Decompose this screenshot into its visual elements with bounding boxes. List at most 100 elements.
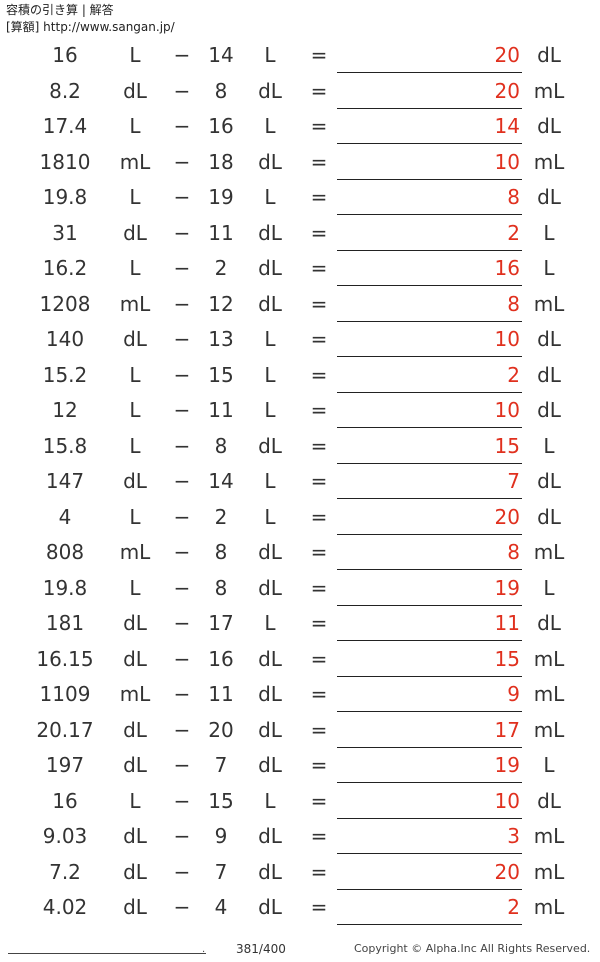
equals-sign: = bbox=[310, 646, 328, 671]
subtrahend-unit: L bbox=[264, 788, 276, 813]
minus-sign: − bbox=[173, 646, 191, 671]
answer-line bbox=[337, 782, 522, 783]
answer-unit: mL bbox=[533, 717, 565, 742]
minuend: 17.4 bbox=[42, 114, 88, 138]
minus-sign: − bbox=[173, 753, 191, 777]
answer: 9 bbox=[507, 682, 520, 706]
minuend: 147 bbox=[45, 469, 85, 493]
answer: 2 bbox=[507, 220, 520, 245]
answer: 15 bbox=[494, 646, 520, 671]
minus-sign: − bbox=[173, 717, 191, 742]
subtrahend: 12 bbox=[208, 291, 234, 316]
subtrahend: 17 bbox=[208, 611, 234, 635]
minuend-unit: dL bbox=[123, 646, 147, 671]
equals-sign: = bbox=[310, 78, 328, 103]
subtrahend: 15 bbox=[208, 362, 234, 387]
subtrahend: 9 bbox=[214, 824, 228, 848]
answer-line bbox=[337, 569, 522, 570]
equals-sign: = bbox=[310, 362, 328, 387]
problem-row: 20.17 dL −20 dL = 17 mL bbox=[0, 712, 600, 748]
subtrahend-unit: L bbox=[264, 114, 276, 138]
answer-line bbox=[337, 391, 522, 393]
problem-row: 31 dL −11 dL = 2 L bbox=[0, 215, 600, 251]
subtrahend-unit: dL bbox=[258, 433, 282, 458]
equals-sign: = bbox=[310, 398, 328, 422]
minuend: 140 bbox=[45, 327, 85, 351]
equals-sign: = bbox=[310, 256, 328, 280]
subtrahend: 14 bbox=[208, 469, 234, 493]
subtrahend-unit: L bbox=[264, 398, 276, 422]
minuend-unit: mL bbox=[119, 540, 151, 564]
subtrahend: 14 bbox=[208, 43, 234, 67]
minus-sign: − bbox=[173, 859, 191, 884]
answer-unit: dL bbox=[537, 611, 561, 635]
problem-row: 19.8 L −19 L = 8 dL bbox=[0, 179, 600, 215]
minuend-unit: L bbox=[129, 398, 141, 422]
subtrahend: 19 bbox=[208, 185, 234, 209]
subtrahend: 16 bbox=[208, 646, 234, 671]
problem-row: 808 mL −8 dL = 8 mL bbox=[0, 534, 600, 570]
answer-unit: dL bbox=[537, 43, 561, 67]
answer: 20 bbox=[494, 504, 520, 529]
equals-sign: = bbox=[310, 540, 328, 564]
subtrahend-unit: dL bbox=[258, 220, 282, 245]
problem-row: 12 L −11 L = 10 dL bbox=[0, 392, 600, 428]
subtrahend: 2 bbox=[214, 256, 228, 280]
answer-unit: L bbox=[543, 575, 555, 600]
answer-unit: dL bbox=[537, 398, 561, 422]
subtrahend: 8 bbox=[214, 433, 228, 458]
problem-row: 16 L −15 L = 10 dL bbox=[0, 783, 600, 819]
answer-line bbox=[337, 462, 522, 464]
minus-sign: − bbox=[173, 78, 191, 103]
minus-sign: − bbox=[173, 185, 191, 209]
answer-line bbox=[337, 427, 522, 428]
answer-unit: L bbox=[543, 753, 555, 777]
answer-line bbox=[337, 498, 522, 499]
answer-line bbox=[337, 924, 522, 925]
answer-unit: dL bbox=[537, 185, 561, 209]
answer: 10 bbox=[494, 398, 520, 422]
answer: 11 bbox=[494, 611, 520, 635]
subtrahend-unit: dL bbox=[258, 575, 282, 600]
answer: 7 bbox=[507, 469, 520, 493]
minuend: 15.8 bbox=[42, 433, 88, 458]
problem-row: 181 dL −17 L = 11 dL bbox=[0, 605, 600, 641]
answer-line bbox=[337, 143, 522, 144]
equals-sign: = bbox=[310, 895, 328, 919]
answer: 16 bbox=[494, 256, 520, 280]
minuend-unit: L bbox=[129, 433, 141, 458]
minus-sign: − bbox=[173, 256, 191, 280]
page-subtitle: [算額] http://www.sangan.jp/ bbox=[6, 20, 175, 34]
minuend: 7.2 bbox=[49, 859, 81, 884]
equals-sign: = bbox=[310, 682, 328, 706]
minuend: 197 bbox=[45, 753, 85, 777]
subtrahend-unit: L bbox=[264, 504, 276, 529]
minus-sign: − bbox=[173, 469, 191, 493]
minuend: 16 bbox=[52, 788, 78, 813]
answer-unit: L bbox=[543, 220, 555, 245]
answer: 20 bbox=[494, 43, 520, 67]
minuend: 15.2 bbox=[42, 362, 88, 387]
minuend-unit: dL bbox=[123, 753, 147, 777]
minus-sign: − bbox=[173, 220, 191, 245]
answer-line bbox=[337, 214, 522, 215]
minuend-unit: mL bbox=[119, 149, 151, 174]
minuend-unit: dL bbox=[123, 859, 147, 884]
equals-sign: = bbox=[310, 859, 328, 884]
answer-unit: mL bbox=[533, 895, 565, 919]
answer-line bbox=[337, 107, 522, 109]
subtrahend: 8 bbox=[214, 575, 228, 600]
minuend-unit: dL bbox=[123, 824, 147, 848]
answer: 8 bbox=[507, 291, 520, 316]
minuend-unit: L bbox=[129, 43, 141, 67]
subtrahend-unit: dL bbox=[258, 256, 282, 280]
answer-unit: dL bbox=[537, 788, 561, 813]
minus-sign: − bbox=[173, 433, 191, 458]
problem-row: 16.15 dL −16 dL = 15 mL bbox=[0, 641, 600, 677]
subtrahend: 8 bbox=[214, 540, 228, 564]
answer-line bbox=[337, 356, 522, 357]
problem-row: 4 L −2 L = 20 dL bbox=[0, 499, 600, 535]
answer-unit: mL bbox=[533, 859, 565, 884]
equals-sign: = bbox=[310, 788, 328, 813]
subtrahend: 4 bbox=[214, 895, 228, 919]
